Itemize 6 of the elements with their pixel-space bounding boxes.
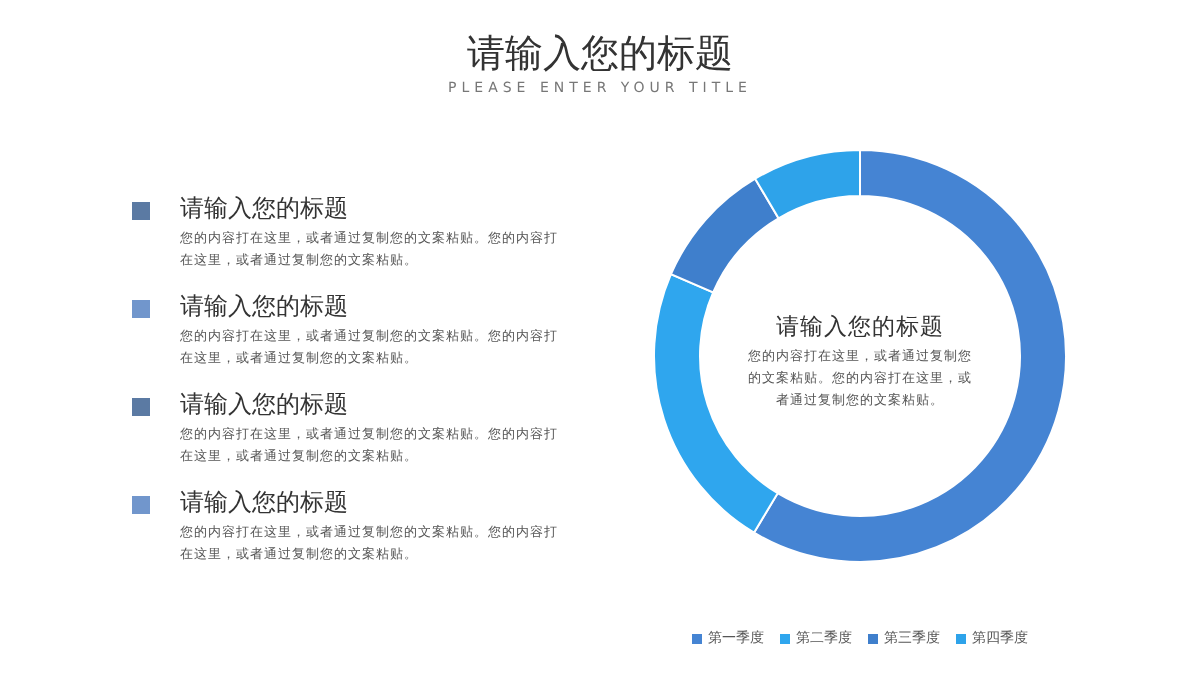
text: 请输入您的标题 — [180, 388, 350, 420]
text: 请输入您的标题 — [180, 486, 350, 518]
text: 请输入您的标题 — [774, 310, 946, 342]
text: 请输入您的标题 — [180, 192, 350, 224]
chart-title: 请输入您的标题 — [465, 30, 735, 80]
text: 请输入您的标题 — [180, 290, 350, 322]
